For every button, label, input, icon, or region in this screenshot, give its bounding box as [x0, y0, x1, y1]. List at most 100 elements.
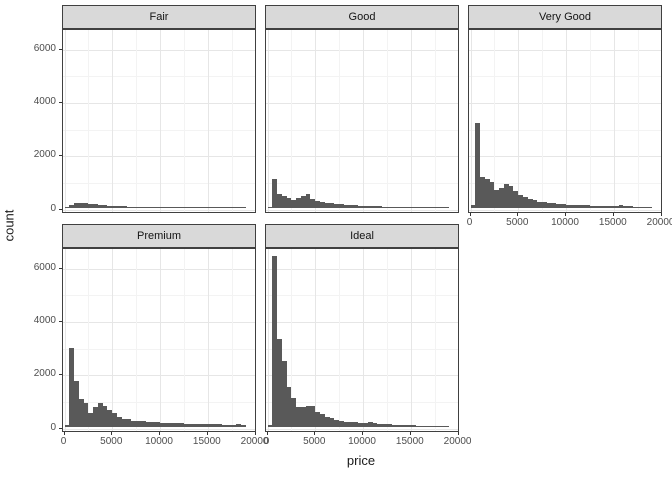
x-tick-mark: [362, 432, 364, 435]
histogram-bar: [315, 411, 321, 427]
histogram-bar: [145, 206, 151, 208]
histogram-bar: [300, 406, 306, 427]
gridline-minor-h: [266, 348, 458, 350]
histogram-bar: [406, 206, 411, 208]
histogram-bar: [623, 206, 629, 208]
histogram-bar: [415, 425, 421, 427]
gridline-minor-v: [637, 30, 639, 212]
gridline-major-v: [267, 249, 269, 431]
histogram-bar: [126, 419, 132, 427]
histogram-bar: [353, 205, 359, 208]
histogram-bar: [580, 205, 586, 208]
gridline-minor-v: [231, 249, 233, 431]
gridline-major-v: [112, 249, 114, 431]
histogram-bar: [226, 424, 232, 427]
histogram-bar: [363, 205, 368, 208]
facet-strip: Premium: [62, 224, 256, 248]
histogram-bar: [69, 204, 75, 208]
histogram-bar: [97, 205, 103, 208]
histogram-bar: [420, 425, 426, 427]
histogram-bar: [425, 425, 430, 427]
histogram-bar: [126, 206, 132, 208]
histogram-bar: [107, 409, 113, 427]
histogram-bar: [363, 423, 368, 427]
gridline-minor-h: [266, 401, 458, 403]
gridline-major-h: [266, 156, 458, 158]
histogram-bar: [212, 424, 218, 427]
histogram-bar: [155, 422, 161, 427]
y-tick-mark: [59, 48, 62, 50]
histogram-bar: [609, 206, 614, 208]
x-tick-label: 10000: [551, 217, 579, 228]
gridline-minor-v: [88, 249, 90, 431]
x-tick-label: 20000: [646, 217, 672, 228]
histogram-bar: [444, 425, 450, 427]
x-tick-label: 15000: [192, 436, 221, 447]
y-tick-mark: [59, 208, 62, 210]
y-tick-mark: [59, 320, 62, 322]
gridline-minor-v: [339, 249, 341, 431]
histogram-bar: [334, 419, 340, 427]
histogram-bar: [281, 360, 287, 427]
x-tick-label: 10000: [145, 436, 173, 447]
histogram-bar: [236, 206, 242, 208]
histogram-bar: [391, 206, 397, 208]
gridline-minor-h: [266, 129, 458, 131]
x-tick-mark: [457, 432, 459, 435]
histogram-bar: [575, 205, 581, 208]
histogram-bar: [241, 206, 247, 208]
histogram-bar: [150, 206, 156, 208]
gridline-major-h: [266, 375, 458, 377]
histogram-bar: [429, 206, 435, 208]
histogram-bar: [372, 206, 378, 208]
histogram-bar: [570, 204, 576, 208]
gridline-major-h: [266, 49, 458, 51]
histogram-bar: [647, 206, 653, 208]
gridline-minor-v: [291, 30, 293, 212]
gridline-minor-h: [469, 129, 661, 131]
y-tick-label: 4000: [33, 95, 56, 107]
histogram-bar: [358, 205, 364, 208]
gridline-major-h: [63, 49, 255, 51]
histogram-bar: [160, 422, 165, 427]
x-tick-mark: [206, 432, 208, 435]
histogram-bar: [329, 418, 335, 427]
histogram-bar: [183, 423, 189, 427]
x-tick-mark: [517, 213, 519, 216]
histogram-bar: [527, 199, 533, 208]
histogram-bar: [444, 206, 450, 208]
y-tick-label: 6000: [33, 42, 56, 54]
histogram-bar: [107, 205, 113, 208]
histogram-bar: [585, 205, 590, 208]
histogram-bar: [372, 423, 378, 427]
histogram-bar: [523, 196, 528, 208]
histogram-bar: [281, 196, 287, 208]
histogram-bar: [566, 204, 571, 208]
histogram-bar: [339, 204, 344, 208]
histogram-bar: [112, 206, 118, 208]
gridline-major-h: [469, 209, 661, 211]
histogram-bar: [193, 206, 199, 208]
histogram-bar: [286, 386, 292, 427]
histogram-bar: [226, 206, 232, 208]
histogram-bar: [410, 425, 416, 427]
histogram-bar: [83, 402, 89, 427]
histogram-bar: [415, 206, 421, 208]
histogram-bar: [386, 206, 392, 208]
histogram-bar: [93, 407, 98, 427]
histogram-bar: [207, 206, 213, 208]
x-tick-mark: [469, 213, 471, 216]
histogram-bar: [439, 206, 445, 208]
gridline-major-v: [315, 249, 317, 431]
histogram-bar: [377, 206, 383, 208]
histogram-bar: [637, 206, 643, 208]
gridline-minor-h: [266, 295, 458, 297]
histogram-bar: [69, 347, 75, 427]
gridline-major-v: [363, 30, 365, 212]
gridline-minor-v: [494, 30, 496, 212]
histogram-bar: [140, 206, 146, 208]
facet-panel: [62, 29, 256, 213]
histogram-bar: [594, 205, 600, 208]
histogram-bar: [64, 206, 70, 208]
x-tick-label: 10000: [348, 436, 376, 447]
